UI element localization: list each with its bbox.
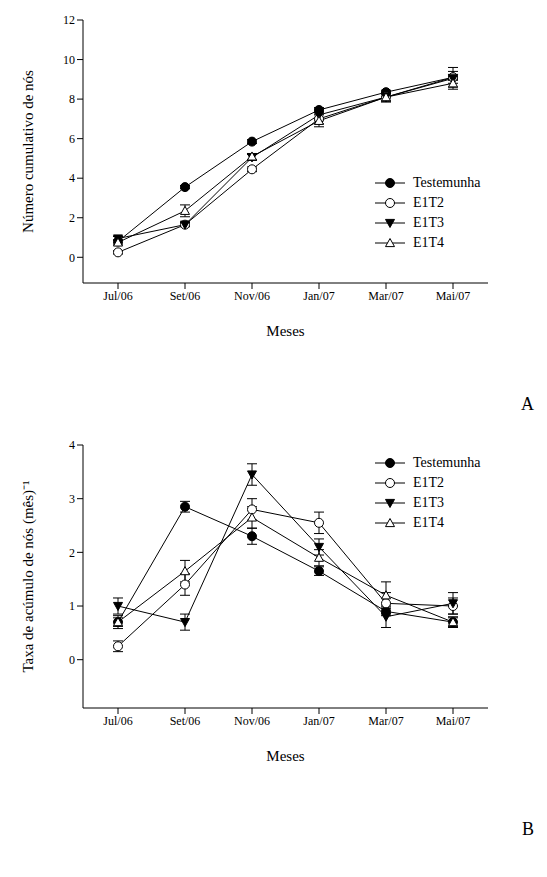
svg-text:4: 4 [69,438,75,452]
svg-text:Taxa de acúmulo de nós (mês)⁻¹: Taxa de acúmulo de nós (mês)⁻¹ [20,480,37,672]
svg-text:Meses: Meses [266,323,304,339]
svg-text:Mai/07: Mai/07 [436,714,471,728]
html-text:A: A [521,394,534,414]
svg-text:Jan/07: Jan/07 [303,289,334,303]
html-text:E1T4: E1T4 [413,235,445,250]
svg-text:Mar/07: Mar/07 [368,714,403,728]
svg-text:6: 6 [69,132,75,146]
html-text:Testemunha: Testemunha [413,175,481,190]
svg-text:Jan/07: Jan/07 [303,714,334,728]
svg-text:8: 8 [69,92,75,106]
html-text:E1T2: E1T2 [413,195,445,210]
svg-text:0: 0 [69,251,75,265]
svg-text:Meses: Meses [266,748,304,764]
svg-text:Set/06: Set/06 [170,714,201,728]
svg-text:Set/06: Set/06 [170,289,201,303]
svg-text:Jul/06: Jul/06 [103,289,132,303]
svg-text:Mar/07: Mar/07 [368,289,403,303]
svg-text:Jul/06: Jul/06 [103,714,132,728]
svg-text:2: 2 [69,211,75,225]
svg-text:4: 4 [69,171,75,185]
svg-text:1: 1 [69,599,75,613]
html-text:Testemunha: Testemunha [413,455,481,470]
svg-text:Nov/06: Nov/06 [234,714,270,728]
svg-text:0: 0 [69,653,75,667]
html-text:B: B [522,819,534,839]
svg-text:12: 12 [63,13,75,27]
html-text:E1T3: E1T3 [413,215,445,230]
html-text:E1T3: E1T3 [413,495,445,510]
svg-text:2: 2 [69,546,75,560]
svg-text:Número cumulativo de nós: Número cumulativo de nós [20,70,36,233]
svg-text:Nov/06: Nov/06 [234,289,270,303]
svg-text:Mai/07: Mai/07 [436,289,471,303]
svg-text:3: 3 [69,492,75,506]
html-text:E1T4: E1T4 [413,515,445,530]
svg-text:10: 10 [63,53,75,67]
html-text:E1T2: E1T2 [413,475,445,490]
